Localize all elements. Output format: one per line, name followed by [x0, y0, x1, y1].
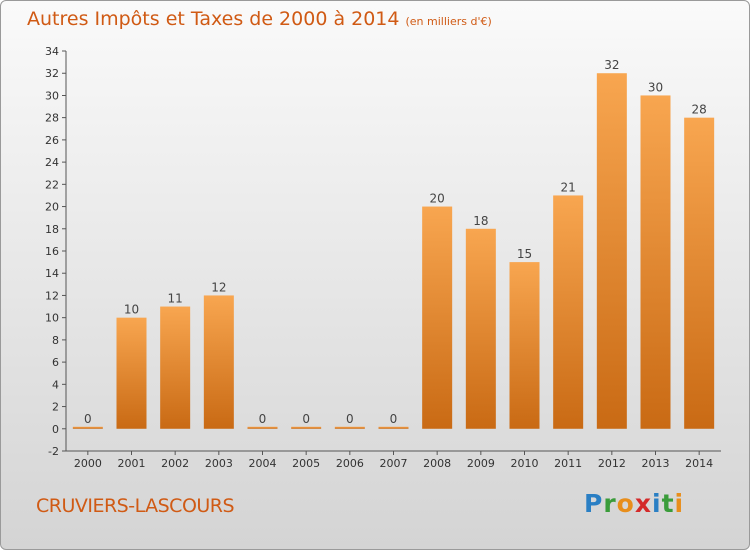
bar-2002 [160, 306, 191, 429]
bar-2010 [509, 262, 540, 429]
bar-value-label: 0 [259, 412, 267, 426]
y-tick-label: 30 [45, 89, 59, 102]
x-tick-label: 2010 [511, 457, 539, 470]
bar-value-label: 28 [692, 103, 707, 117]
bar-2011 [553, 195, 584, 429]
bar-2008 [422, 206, 453, 429]
y-tick-label: 14 [45, 267, 59, 280]
bar-2012 [596, 73, 627, 429]
bar-value-label: 10 [124, 303, 139, 317]
commune-name: CRUVIERS-LASCOURS [36, 495, 235, 517]
y-tick-label: 22 [45, 178, 59, 191]
bar-value-label: 18 [473, 214, 488, 228]
chart-title: Autres Impôts et Taxes de 2000 à 2014 (en… [27, 8, 492, 30]
bar-2014 [684, 117, 715, 429]
y-tick-label: 26 [45, 134, 59, 147]
y-tick-label: 28 [45, 112, 59, 125]
x-tick-label: 2007 [380, 457, 408, 470]
y-tick-label: 6 [52, 356, 59, 369]
x-tick-label: 2002 [161, 457, 189, 470]
y-tick-label: 32 [45, 67, 59, 80]
logo-letter: t [661, 489, 675, 518]
bar-value-label: 0 [302, 412, 310, 426]
y-tick-label: 0 [52, 423, 59, 436]
bar-2004 [247, 426, 278, 429]
bar-2009 [465, 228, 496, 429]
proxiti-logo: Proxiti [584, 489, 684, 518]
bar-value-label: 21 [561, 180, 576, 194]
bar-value-label: 12 [211, 280, 226, 294]
chart-title-text: Autres Impôts et Taxes de 2000 à 2014 [27, 8, 400, 30]
logo-letter: i [652, 489, 662, 518]
x-tick-label: 2013 [642, 457, 670, 470]
logo-letter: i [674, 489, 685, 518]
y-tick-label: 8 [52, 334, 59, 347]
y-tick-label: 16 [45, 245, 59, 258]
x-tick-label: 2004 [249, 457, 277, 470]
bar-value-label: 15 [517, 247, 532, 261]
x-tick-label: 2011 [554, 457, 582, 470]
y-tick-label: 18 [45, 223, 59, 236]
bar-value-label: 30 [648, 80, 663, 94]
y-tick-label: 4 [52, 378, 59, 391]
x-tick-label: 2001 [118, 457, 146, 470]
bar-value-label: 0 [84, 412, 92, 426]
bar-value-label: 11 [168, 292, 183, 306]
bar-2000 [72, 426, 103, 429]
bar-value-label: 32 [604, 58, 619, 72]
y-tick-label: -2 [48, 445, 59, 458]
y-tick-label: 20 [45, 201, 59, 214]
logo-letter: o [616, 489, 635, 518]
y-tick-label: 24 [45, 156, 59, 169]
logo-letter: x [634, 489, 652, 518]
chart-title-unit: (en milliers d'€) [405, 15, 492, 28]
bar-value-label: 0 [346, 412, 354, 426]
y-tick-label: 10 [45, 312, 59, 325]
x-tick-label: 2008 [423, 457, 451, 470]
bar-value-label: 20 [430, 192, 445, 206]
x-tick-label: 2012 [598, 457, 626, 470]
y-tick-label: 34 [45, 45, 59, 58]
bar-2005 [291, 426, 322, 429]
logo-letter: P [584, 489, 604, 518]
y-tick-label: 12 [45, 289, 59, 302]
x-tick-label: 2009 [467, 457, 495, 470]
x-tick-label: 2005 [292, 457, 320, 470]
x-tick-label: 2006 [336, 457, 364, 470]
x-tick-label: 2003 [205, 457, 233, 470]
x-tick-label: 2014 [685, 457, 713, 470]
bar-value-label: 0 [390, 412, 398, 426]
bar-2001 [116, 317, 147, 429]
logo-letter: r [603, 489, 617, 518]
x-tick-label: 2000 [74, 457, 102, 470]
bar-2007 [378, 426, 409, 429]
bar-2003 [203, 295, 234, 429]
bar-2006 [334, 426, 365, 429]
y-tick-label: 2 [52, 401, 59, 414]
bar-2013 [640, 95, 671, 429]
